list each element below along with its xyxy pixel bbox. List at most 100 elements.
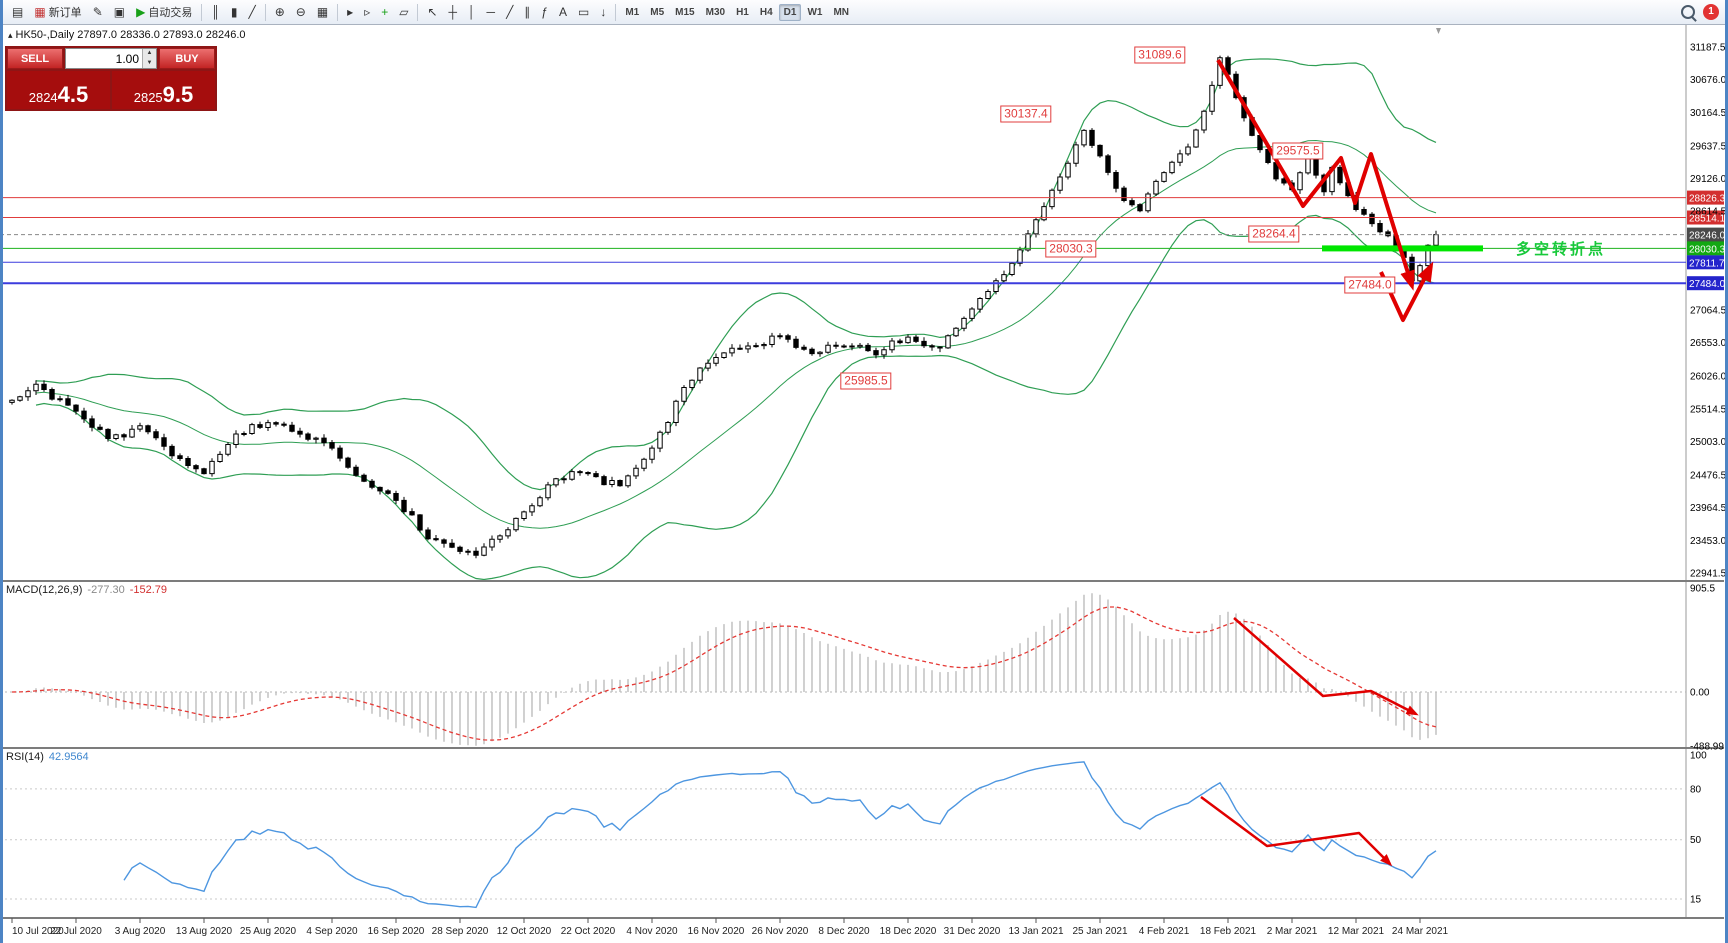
timeframe-d1[interactable]: D1 xyxy=(778,3,802,21)
date-axis-ticks xyxy=(11,918,1421,923)
charts-icon[interactable]: ▤ xyxy=(7,1,28,23)
bollinger-middle-band xyxy=(35,139,1437,529)
crosshair-icon[interactable]: ┼ xyxy=(444,1,463,23)
turning-point-note[interactable]: 多空转折点 xyxy=(1516,241,1607,258)
auto-trading-button[interactable]: ▶ 自动交易 xyxy=(131,1,197,23)
toolbar-separator xyxy=(417,3,419,21)
price-annotation[interactable]: 27484.0 xyxy=(1344,276,1396,294)
macd-label: MACD(12,26,9) -277.30 -152.79 xyxy=(6,584,168,596)
timeframe-m30[interactable]: M30 xyxy=(705,6,726,18)
line-chart-icon-glyph: ╱ xyxy=(248,5,256,19)
timeframe-m1[interactable]: M1 xyxy=(625,6,640,18)
y-axis-tick-label: 27064.5 xyxy=(1690,306,1727,317)
ask-price-large: 9.5 xyxy=(162,82,194,107)
volume-stepper[interactable]: 1.00 ▲ ▼ xyxy=(65,48,157,69)
text-icon[interactable]: A xyxy=(554,1,572,23)
line-chart-icon[interactable]: ╱ xyxy=(243,1,260,23)
horizontal-line-icon[interactable]: ─ xyxy=(482,1,501,23)
fibonacci-icon[interactable]: ƒ xyxy=(536,1,553,23)
volume-value[interactable]: 1.00 xyxy=(115,51,139,66)
tile-windows-icon[interactable]: ▦ xyxy=(312,1,333,23)
templates-icon[interactable]: ▱ xyxy=(394,1,413,23)
trendline-icon[interactable]: ╱ xyxy=(501,1,518,23)
notification-badge[interactable]: 1 xyxy=(1703,4,1719,20)
timeframe-mn[interactable]: MN xyxy=(833,6,850,18)
templates-icon-glyph: ▱ xyxy=(399,5,409,19)
date-axis-label: 13 Aug 2020 xyxy=(176,926,233,937)
date-axis-label: 3 Aug 2020 xyxy=(115,926,166,937)
macd-histogram xyxy=(19,593,1437,746)
auto-scroll-icon[interactable]: ▸ xyxy=(342,1,358,23)
toolbar-separator xyxy=(337,3,339,21)
bollinger-upper-band xyxy=(35,58,1437,491)
date-axis-label: 8 Dec 2020 xyxy=(818,926,870,937)
price-level-badge xyxy=(1687,190,1724,205)
timeframe-m15[interactable]: M15 xyxy=(675,6,695,18)
zoom-in-icon[interactable]: ⊕ xyxy=(270,1,290,23)
price-annotation[interactable]: 31089.6 xyxy=(1134,46,1186,64)
charts-icon-glyph: ▤ xyxy=(12,5,24,19)
date-axis-label: 25 Aug 2020 xyxy=(240,926,297,937)
date-axis-label: 12 Mar 2021 xyxy=(1328,926,1385,937)
timeframe-buttons: M1 M5 M15 M30 H1 H4 D1 W1 MN xyxy=(620,3,854,21)
y-axis-tick-label: 30676.0 xyxy=(1690,75,1727,86)
metaeditor-icon[interactable]: ✎ xyxy=(88,1,108,23)
timeframe-m5[interactable]: M5 xyxy=(650,6,665,18)
market-watch-icon[interactable]: ▣ xyxy=(109,1,130,23)
timeframe-h1[interactable]: H1 xyxy=(736,6,749,18)
buy-button[interactable]: BUY xyxy=(159,48,215,69)
trend-arrow-macd[interactable] xyxy=(1233,617,1419,716)
macd-axis-label: 905.5 xyxy=(1690,584,1715,595)
zoom-out-icon-glyph: ⊖ xyxy=(295,5,306,19)
ask-price[interactable]: 2825 9.5 xyxy=(112,71,215,109)
price-annotation[interactable]: 28030.3 xyxy=(1045,240,1097,258)
trend-arrow-main[interactable] xyxy=(1216,58,1415,291)
price-annotation[interactable]: 28264.4 xyxy=(1248,225,1300,243)
price-annotation[interactable]: 29575.5 xyxy=(1272,142,1324,160)
new-order-button[interactable]: ▦ 新订单 xyxy=(29,1,86,23)
toolbar-separator xyxy=(264,3,266,21)
timeframe-h4[interactable]: H4 xyxy=(759,6,773,18)
bar-chart-icon-glyph: ║ xyxy=(211,5,220,19)
price-annotation[interactable]: 30137.4 xyxy=(1000,105,1052,123)
ask-price-small: 2825 xyxy=(133,90,163,105)
date-axis-label: 31 Dec 2020 xyxy=(944,926,1001,937)
arrows-icon[interactable]: ↓ xyxy=(595,1,611,23)
label-icon-glyph: ▭ xyxy=(578,5,590,19)
bid-price[interactable]: 2824 4.5 xyxy=(7,71,110,109)
cursor-icon[interactable]: ↖ xyxy=(422,1,442,23)
y-axis-tick-label: 26026.0 xyxy=(1690,372,1727,383)
search-icon[interactable] xyxy=(1681,5,1695,19)
price-level-badge xyxy=(1687,227,1724,242)
sell-button[interactable]: SELL xyxy=(7,48,63,69)
channel-icon[interactable]: ∥ xyxy=(519,1,535,23)
auto-trading-button-label: 自动交易 xyxy=(148,7,193,19)
channel-icon-glyph: ∥ xyxy=(524,5,531,19)
date-axis-label: 4 Nov 2020 xyxy=(626,926,678,937)
candlestick-chart-icon[interactable]: ▮ xyxy=(226,1,243,23)
timeframe-w1[interactable]: W1 xyxy=(807,6,823,18)
vertical-line-icon[interactable]: │ xyxy=(463,1,481,23)
indicators-icon-glyph: + xyxy=(381,5,389,19)
price-annotation[interactable]: 25985.5 xyxy=(840,372,892,390)
chart-shift-marker[interactable] xyxy=(1436,28,1441,34)
chart-shift-icon-glyph: ▹ xyxy=(364,5,371,19)
volume-down-icon[interactable]: ▼ xyxy=(143,58,156,68)
zoom-out-icon[interactable]: ⊖ xyxy=(291,1,311,23)
trend-arrow-rsi[interactable] xyxy=(1200,795,1393,867)
rsi-axis-label: 80 xyxy=(1690,784,1702,795)
chart-shift-icon[interactable]: ▹ xyxy=(359,1,375,23)
support-highlight-bar[interactable] xyxy=(1322,245,1483,252)
indicators-icon[interactable]: + xyxy=(376,1,393,23)
bar-chart-icon[interactable]: ║ xyxy=(206,1,225,23)
price-level-badge-label: 28030.3 xyxy=(1689,244,1726,255)
toolbar-right: 1 xyxy=(1681,4,1721,20)
symbol-icon: ▴ xyxy=(8,30,13,40)
bullish-candles xyxy=(9,57,1439,556)
label-icon[interactable]: ▭ xyxy=(573,1,594,23)
volume-up-icon[interactable]: ▲ xyxy=(143,49,156,59)
price-axis-background xyxy=(1686,24,1725,943)
y-axis-tick-label: 28614.5 xyxy=(1690,207,1727,218)
